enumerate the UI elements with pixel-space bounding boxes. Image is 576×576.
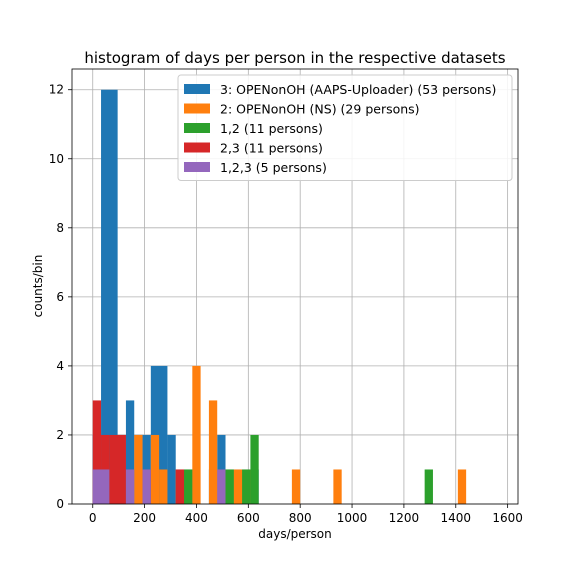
- histogram-bar: [192, 365, 201, 504]
- x-tick-label: 600: [237, 511, 260, 525]
- histogram-bar: [101, 89, 118, 504]
- histogram-bar: [92, 400, 102, 504]
- legend-swatch: [184, 123, 210, 133]
- histogram-bar: [92, 469, 110, 504]
- legend-swatch: [184, 162, 210, 172]
- y-tick-label: 6: [56, 290, 64, 304]
- x-tick-label: 0: [89, 511, 97, 525]
- chart-title: histogram of days per person in the resp…: [84, 49, 505, 67]
- legend-label: 3: OPENonOH (AAPS-Uploader) (53 persons): [220, 82, 496, 97]
- x-tick-label: 1000: [337, 511, 368, 525]
- y-tick-label: 0: [56, 497, 64, 511]
- histogram-bar: [242, 469, 251, 504]
- x-tick-label: 1200: [389, 511, 420, 525]
- legend-swatch: [184, 84, 210, 94]
- histogram-bar: [142, 469, 151, 504]
- y-tick-label: 12: [49, 83, 64, 97]
- histogram-bar: [175, 469, 185, 504]
- legend-swatch: [184, 142, 210, 153]
- legend-label: 1,2 (11 persons): [220, 121, 323, 136]
- histogram-bar: [134, 434, 143, 504]
- histogram-bar: [184, 469, 193, 504]
- legend-label: 2: OPENonOH (NS) (29 persons): [220, 102, 420, 117]
- histogram-bar: [208, 400, 218, 504]
- histogram-bar: [250, 434, 259, 504]
- histogram-bar: [225, 469, 234, 504]
- histogram-bars: [92, 89, 467, 504]
- legend: 3: OPENonOH (AAPS-Uploader) (53 persons)…: [177, 74, 513, 181]
- histogram-bar: [457, 469, 467, 504]
- y-tick-label: 8: [56, 221, 64, 235]
- y-tick-label: 4: [56, 359, 64, 373]
- y-axis-label: counts/bin: [31, 255, 45, 318]
- y-tick-label: 10: [49, 152, 64, 166]
- histogram-bar: [333, 469, 342, 504]
- histogram-bar: [125, 400, 135, 504]
- histogram-bar: [167, 434, 176, 504]
- histogram-bar: [291, 469, 301, 504]
- legend-label: 2,3 (11 persons): [220, 141, 323, 156]
- legend-label: 1,2,3 (5 persons): [220, 160, 327, 175]
- plot-frame: [71, 68, 519, 505]
- y-tick-label: 2: [56, 428, 64, 442]
- x-tick-label: 200: [133, 511, 156, 525]
- histogram-bar: [150, 434, 160, 504]
- x-tick-label: 1600: [492, 511, 523, 525]
- histogram-bar: [424, 469, 433, 504]
- histogram-bar: [109, 434, 126, 504]
- x-tick-label: 400: [185, 511, 208, 525]
- histogram-bar: [233, 469, 243, 504]
- histogram-bar: [159, 469, 168, 504]
- x-tick-label: 1400: [440, 511, 471, 525]
- histogram-bar: [125, 469, 135, 504]
- legend-swatch: [184, 103, 210, 114]
- x-axis-label: days/person: [258, 527, 332, 541]
- x-tick-label: 800: [289, 511, 312, 525]
- histogram-bar: [217, 469, 226, 504]
- axis-ticks: 0 200 400 600 800 1000 1200 1400 1600 0 2 4 6 8 10 12: [49, 83, 523, 525]
- legend-box: [177, 74, 513, 181]
